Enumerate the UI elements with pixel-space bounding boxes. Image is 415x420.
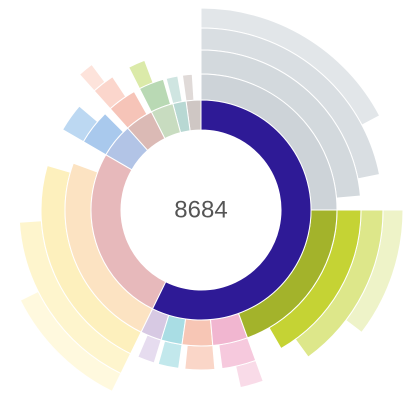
sunburst-segment	[90, 154, 167, 310]
sunburst-segment	[105, 127, 149, 171]
sunburst-segment	[184, 344, 216, 371]
sunburst-segment	[126, 111, 166, 152]
sunburst-segment	[150, 103, 182, 140]
sunburst-segment	[181, 318, 214, 347]
sunburst-segment	[172, 100, 191, 134]
sunburst-segment	[181, 73, 195, 102]
sunburst-segment	[151, 99, 312, 321]
center-total: 8684	[174, 196, 227, 223]
sunburst-segment	[157, 340, 183, 369]
